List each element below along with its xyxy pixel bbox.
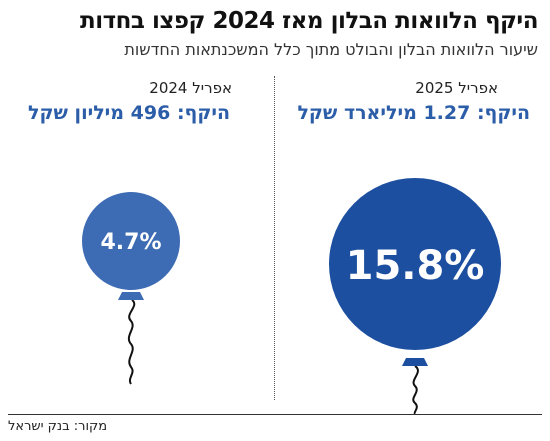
balloon-april-2025: 15.8%	[329, 178, 501, 415]
column-divider	[274, 76, 275, 400]
footer-rule	[8, 414, 542, 415]
source-note: מקור: בנק ישראל	[8, 419, 108, 434]
period-label-april-2025: אפריל 2025	[415, 79, 498, 97]
balloon-value-april-2024: 4.7%	[100, 230, 161, 255]
chart-subtitle: שיעור הלוואות הבלון והבולט מתוך כלל המשכ…	[124, 40, 538, 59]
balloon-april-2024: 4.7%	[82, 192, 180, 385]
chart-title: היקף הלוואות הבלון מאז 2024 קפצו בחדות	[79, 8, 539, 34]
volume-label-april-2025: היקף: 1.27 מיליארד שקל	[297, 102, 530, 124]
balloon-value-april-2025: 15.8%	[346, 243, 485, 289]
balloon-circle-april-2025	[329, 178, 501, 350]
balloon-knot-april-2024	[118, 292, 144, 300]
period-label-april-2024: אפריל 2024	[149, 79, 232, 97]
balloon-knot-april-2025	[402, 358, 428, 366]
balloon-circle-april-2024	[82, 192, 180, 290]
balloon-string-april-2025	[412, 365, 419, 415]
balloon-string-april-2024	[127, 299, 136, 385]
volume-label-april-2024: היקף: 496 מיליון שקל	[28, 102, 230, 124]
